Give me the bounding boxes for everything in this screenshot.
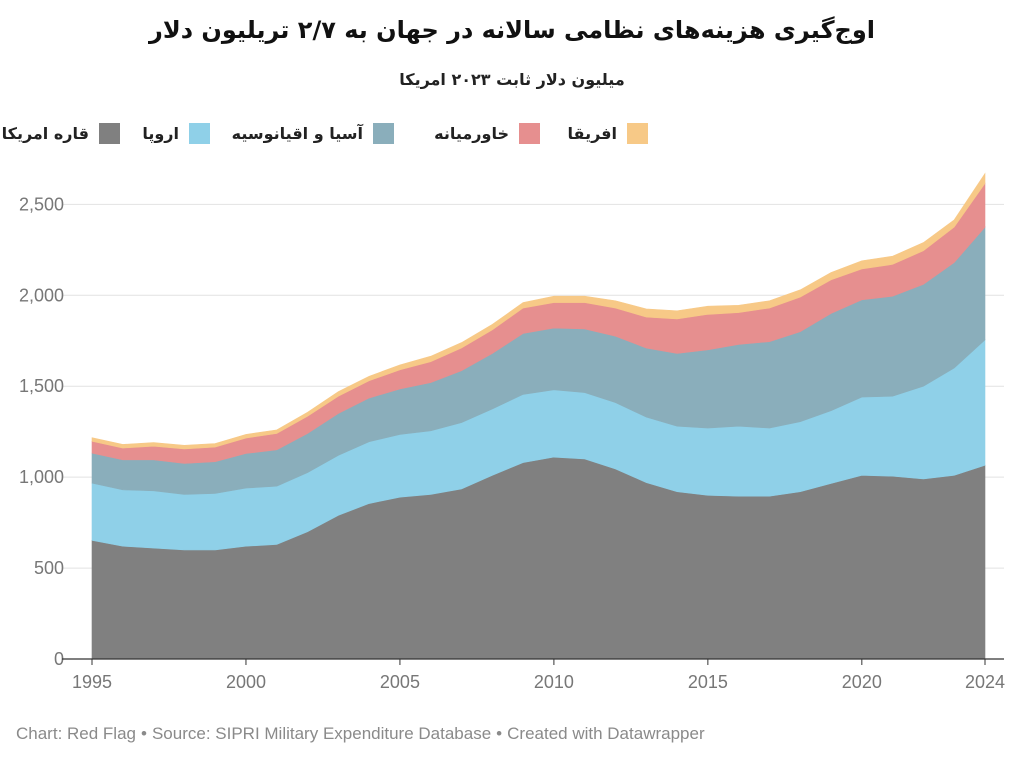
stacked-areas — [91, 172, 986, 660]
legend-item-europe: اروپا — [142, 118, 210, 148]
axes: 0 500 1,000 1,500 2,000 2,500 1995 2000 2005 2010… — [19, 194, 1005, 692]
y-tick-label: 500 — [34, 558, 64, 578]
legend-item-africa: افریقا — [568, 118, 648, 148]
legend-label-asia-oceania: آسیا و اقیانوسیه — [231, 123, 363, 143]
legend-swatch-middle-east — [519, 122, 540, 144]
x-tick-label: 2020 — [842, 672, 882, 692]
legend-item-middle-east: خاورمیانه — [434, 118, 540, 148]
chart-subtitle: میلیون دلار ثابت ۲۰۲۳ امریکا — [399, 70, 625, 89]
x-tick-label: 2024 — [965, 672, 1005, 692]
chart-title: اوج‌گیری هزینه‌های نظامی سالانه در جهان … — [149, 16, 875, 44]
legend-label-middle-east: خاورمیانه — [434, 123, 509, 143]
legend-item-asia-oceania: آسیا و اقیانوسیه — [232, 118, 394, 148]
legend: قاره امریکا اروپا آسیا و اقیانوسیه خاورم… — [0, 118, 1024, 148]
area-africa — [91, 172, 986, 450]
legend-swatch-europe — [189, 122, 210, 144]
footer-separator: • — [496, 724, 503, 743]
footer-chart-credit: Chart: Red Flag — [16, 724, 136, 743]
legend-swatch-africa — [627, 122, 648, 144]
legend-swatch-americas — [99, 122, 120, 144]
x-tick-label: 1995 — [72, 672, 112, 692]
y-tick-label: 1,500 — [19, 376, 64, 396]
x-tick-label: 2015 — [688, 672, 728, 692]
y-tick-label: 2,000 — [19, 285, 64, 305]
area-chart: 0 500 1,000 1,500 2,000 2,500 1995 2000 2005 2010… — [19, 172, 1005, 692]
y-tick-label: 1,000 — [19, 467, 64, 487]
y-tick-label: 0 — [54, 649, 64, 669]
x-tick-label: 2000 — [226, 672, 266, 692]
legend-label-americas: قاره امریکا — [1, 123, 89, 143]
legend-swatch-asia-oceania — [373, 122, 394, 144]
footer-source: Source: SIPRI Military Expenditure Datab… — [151, 724, 492, 743]
legend-label-africa: افریقا — [567, 123, 617, 143]
footer-created-with: Created with Datawrapper — [507, 724, 705, 743]
x-tick-label: 2010 — [534, 672, 574, 692]
legend-label-europe: اروپا — [142, 123, 179, 143]
x-tick-label: 2005 — [380, 672, 420, 692]
chart-footer: Chart: Red Flag • Source: SIPRI Military E… — [16, 724, 705, 744]
legend-item-americas: قاره امریکا — [2, 118, 120, 148]
footer-separator: • — [141, 724, 147, 743]
y-tick-label: 2,500 — [19, 194, 64, 214]
